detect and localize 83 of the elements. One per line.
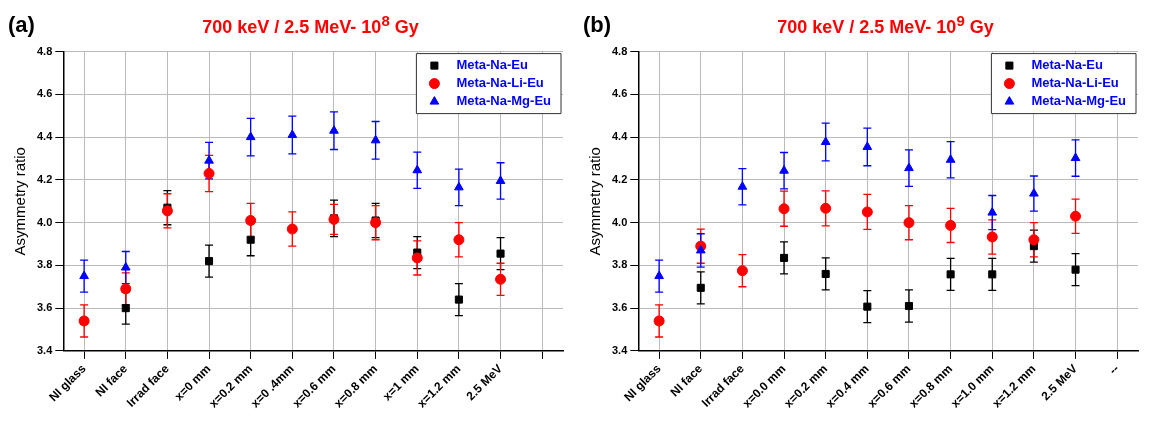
y-tick-label: 3.4	[36, 343, 54, 356]
y-tick-label: 3.4	[611, 343, 629, 356]
point	[780, 253, 789, 262]
point	[654, 270, 664, 280]
point	[986, 231, 998, 243]
point	[945, 219, 957, 231]
point	[1071, 265, 1080, 274]
x-tick-label: NI face	[667, 361, 706, 400]
text: (b)	[583, 12, 613, 38]
point	[121, 304, 130, 313]
legend-label: Meta-Na-Eu	[456, 57, 528, 73]
point	[245, 214, 257, 226]
chart-title: 700 keV / 2.5 MeV- 10$^{8}$ Gy	[201, 12, 420, 38]
point	[863, 302, 872, 311]
y-tick-label: 4.6	[36, 87, 53, 100]
point	[454, 295, 463, 304]
y-axis-title: Asymmetry ratio	[586, 147, 604, 256]
point	[820, 136, 831, 146]
point	[287, 129, 298, 138]
point	[454, 181, 464, 191]
y-tick-label: 4.2	[611, 172, 628, 185]
point	[453, 234, 465, 246]
y-tick-label: 4.4	[36, 130, 54, 143]
point	[778, 203, 790, 215]
point	[695, 244, 706, 254]
point	[946, 270, 955, 279]
legend-label: Meta-Na-Li-Eu	[456, 75, 544, 91]
legend-label: Meta-Na-Eu	[1031, 57, 1103, 73]
point	[987, 207, 998, 216]
y-tick-label: 4.0	[36, 215, 53, 228]
y-tick-label: 4.8	[36, 44, 53, 57]
point	[120, 283, 132, 295]
point	[945, 154, 956, 163]
point	[79, 270, 89, 280]
point	[370, 134, 381, 144]
point	[496, 249, 505, 258]
point	[120, 262, 131, 271]
y-tick-label: 4.2	[36, 172, 53, 185]
point	[411, 252, 423, 264]
y-tick-label: 4.4	[611, 130, 629, 143]
point	[161, 205, 173, 217]
point	[495, 273, 507, 285]
point	[988, 270, 997, 279]
point	[204, 155, 214, 164]
point	[286, 223, 298, 235]
y-tick-label: 3.6	[611, 301, 628, 314]
point	[1070, 210, 1082, 222]
point	[861, 206, 873, 218]
point	[903, 217, 915, 229]
y-tick-label: 4.8	[611, 44, 628, 57]
point	[696, 283, 705, 292]
point	[821, 269, 830, 278]
point	[904, 301, 913, 311]
y-axis-title: Asymmetry ratio	[11, 147, 29, 256]
point	[412, 164, 423, 174]
point	[203, 167, 215, 179]
point	[1029, 188, 1039, 197]
point	[329, 125, 339, 134]
point	[820, 202, 832, 214]
point	[779, 165, 789, 174]
legend-label: Meta-Na-Mg-Eu	[1031, 93, 1127, 109]
y-tick-label: 3.8	[611, 258, 628, 271]
x-tick-label: NI face	[92, 361, 131, 400]
point	[1028, 234, 1040, 246]
point	[737, 181, 748, 190]
y-tick-label: 3.8	[36, 258, 53, 271]
x-tick-label: --	[1106, 361, 1122, 378]
point	[495, 175, 506, 184]
chart-title: 700 keV / 2.5 MeV- 10$^{9}$ Gy	[776, 12, 995, 38]
point	[370, 217, 382, 229]
text: (a)	[8, 12, 36, 38]
y-tick-label: 4.6	[611, 87, 628, 100]
point	[205, 257, 214, 266]
point	[246, 235, 255, 244]
point	[245, 131, 256, 141]
y-tick-label: 4.0	[611, 215, 628, 228]
point	[862, 141, 873, 150]
point	[736, 265, 748, 277]
point	[904, 162, 914, 172]
legend-label: Meta-Na-Mg-Eu	[456, 93, 552, 109]
legend-label: Meta-Na-Li-Eu	[1031, 75, 1119, 91]
point	[1070, 152, 1081, 162]
y-tick-label: 3.6	[36, 301, 53, 314]
